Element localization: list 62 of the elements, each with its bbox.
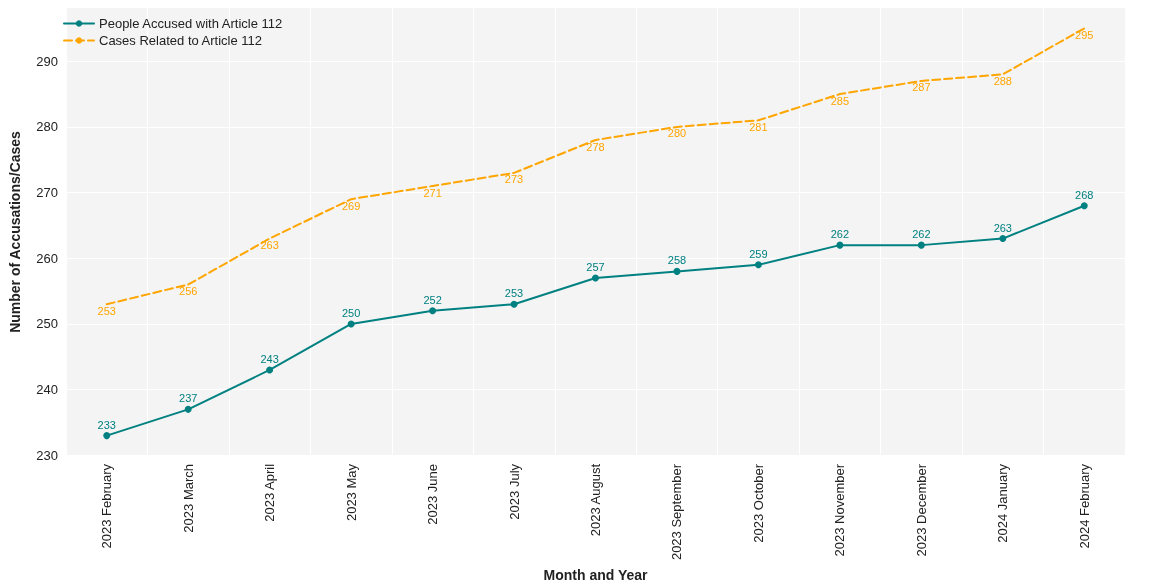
point	[510, 300, 518, 308]
x-tick-label: 2023 May	[343, 463, 359, 522]
x-tick-label: 2023 July	[506, 463, 522, 520]
data-label: 237	[179, 392, 198, 405]
data-label: 258	[667, 254, 687, 267]
point	[592, 274, 599, 282]
data-label: 243	[260, 352, 279, 365]
data-label: 259	[749, 247, 768, 260]
x-tick-label: 2024 January	[995, 463, 1011, 543]
point	[1080, 202, 1088, 210]
x-tick-label: 2023 March	[180, 463, 196, 533]
y-tick-label: 260	[36, 250, 58, 266]
data-label: 263	[260, 239, 279, 252]
data-label: 263	[993, 221, 1012, 234]
y-tick-label: 240	[36, 382, 58, 398]
x-tick-label: 2024 February	[1076, 463, 1092, 549]
y-tick-label: 290	[36, 53, 58, 69]
legend-label: Cases Related to Article 112	[99, 33, 263, 48]
y-tick-label: 270	[36, 185, 58, 201]
data-label: 288	[993, 74, 1012, 87]
data-label: 252	[423, 293, 442, 306]
y-tick-label: 230	[36, 447, 58, 463]
point	[836, 241, 844, 249]
point	[754, 261, 762, 269]
data-label: 253	[504, 287, 524, 300]
y-tick-label: 250	[36, 316, 58, 332]
data-label: 285	[830, 94, 850, 107]
data-label: 273	[504, 173, 524, 186]
data-label: 281	[749, 120, 768, 133]
data-label: 278	[586, 140, 605, 153]
data-label: 257	[586, 260, 605, 273]
data-label: 280	[667, 127, 687, 140]
data-label: 262	[912, 228, 931, 241]
legend-label: People Accused with Article 112	[99, 16, 283, 31]
point	[999, 235, 1007, 243]
x-tick-label: 2023 November	[832, 463, 848, 557]
x-tick-label: 2023 February	[99, 463, 115, 549]
point	[184, 405, 192, 413]
x-tick-label: 2023 September	[669, 463, 685, 561]
data-label: 262	[830, 228, 850, 241]
x-tick-label: 2023 August	[588, 463, 603, 537]
point	[266, 366, 274, 374]
data-label: 233	[97, 418, 116, 431]
y-axis-title: Number of Accusations/Cases	[7, 130, 23, 333]
data-label: 253	[97, 304, 116, 317]
data-label: 268	[1075, 188, 1094, 201]
point	[917, 241, 925, 249]
x-axis-title: Month and Year	[543, 567, 649, 583]
x-tick-label: 2023 December	[913, 463, 929, 557]
point	[103, 432, 111, 440]
x-tick-label: 2023 April	[262, 463, 278, 522]
data-label: 287	[912, 81, 931, 94]
data-label: 271	[423, 186, 442, 199]
x-tick-label: 2023 June	[425, 463, 441, 525]
data-label: 295	[1075, 28, 1094, 41]
data-label: 269	[341, 199, 361, 212]
x-tick-label: 2023 October	[750, 463, 766, 543]
point	[673, 267, 681, 275]
y-tick-label: 280	[36, 119, 58, 135]
point	[429, 307, 437, 315]
data-label: 250	[341, 306, 361, 319]
data-label: 256	[179, 285, 198, 298]
